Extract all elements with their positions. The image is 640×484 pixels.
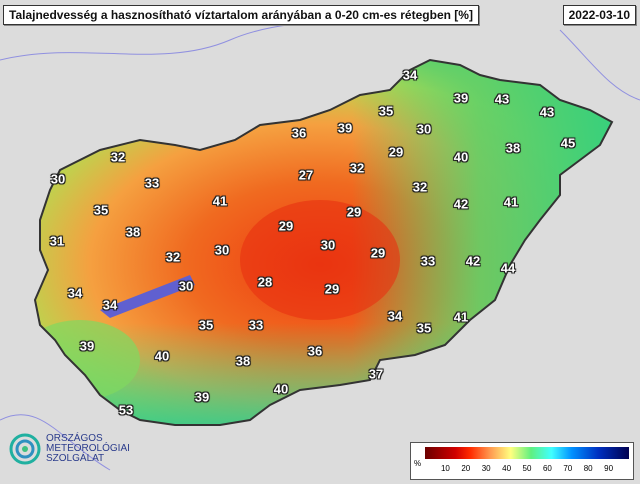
station-value: 39	[453, 90, 469, 106]
lake-balaton	[100, 275, 195, 318]
station-value: 41	[212, 193, 228, 209]
station-value: 41	[453, 309, 469, 325]
omsz-logo: ORSZÁGOS METEOROLÓGIAI SZOLGÁLAT	[8, 432, 130, 466]
legend-tick: 50	[522, 464, 532, 473]
station-value: 42	[465, 253, 481, 269]
station-value: 45	[560, 135, 576, 151]
station-value: 35	[93, 202, 109, 218]
legend-tick: 20	[461, 464, 471, 473]
station-value: 39	[337, 120, 353, 136]
station-value: 29	[324, 281, 340, 297]
logo-line: SZOLGÁLAT	[46, 453, 105, 464]
station-value: 40	[273, 381, 289, 397]
station-value: 38	[235, 353, 251, 369]
station-value: 32	[412, 179, 428, 195]
legend-tick: 60	[542, 464, 552, 473]
legend-tick: 90	[604, 464, 614, 473]
station-value: 43	[494, 91, 510, 107]
station-value: 43	[539, 104, 555, 120]
station-value: 30	[178, 278, 194, 294]
station-value: 33	[144, 175, 160, 191]
station-value: 27	[298, 167, 314, 183]
station-value: 34	[387, 308, 403, 324]
station-value: 34	[67, 285, 83, 301]
station-value: 32	[165, 249, 181, 265]
station-value: 34	[402, 67, 418, 83]
station-value: 30	[320, 237, 336, 253]
station-value: 44	[500, 260, 516, 276]
station-value: 40	[453, 149, 469, 165]
station-value: 36	[307, 343, 323, 359]
station-value: 30	[416, 121, 432, 137]
station-value: 37	[368, 366, 384, 382]
station-value: 28	[257, 274, 273, 290]
station-value: 32	[349, 160, 365, 176]
station-value: 39	[194, 389, 210, 405]
station-value: 29	[370, 245, 386, 261]
station-value: 29	[346, 204, 362, 220]
station-value: 42	[453, 196, 469, 212]
station-value: 34	[102, 297, 118, 313]
station-value: 30	[214, 242, 230, 258]
station-value: 38	[125, 224, 141, 240]
legend-tick: 30	[481, 464, 491, 473]
map-title: Talajnedvesség a hasznosítható víztartal…	[3, 5, 479, 25]
station-value: 38	[505, 140, 521, 156]
station-value: 53	[118, 402, 134, 418]
legend-tick: 80	[583, 464, 593, 473]
station-value: 35	[378, 103, 394, 119]
station-value: 32	[110, 149, 126, 165]
legend-unit: %	[414, 459, 422, 468]
station-value: 33	[420, 253, 436, 269]
legend-colorbar	[425, 447, 629, 459]
legend-tick: 40	[502, 464, 512, 473]
station-value: 31	[49, 233, 65, 249]
station-value: 35	[198, 317, 214, 333]
station-value: 33	[248, 317, 264, 333]
legend-tick: 10	[440, 464, 450, 473]
logo-line: ORSZÁGOS	[46, 433, 103, 444]
logo-line: METEOROLÓGIAI	[46, 443, 130, 454]
station-value: 30	[50, 171, 66, 187]
moisture-field	[35, 60, 612, 425]
station-value: 29	[388, 144, 404, 160]
color-legend: % 10 20 30 40 50 60 70 80 90	[410, 442, 634, 480]
station-value: 36	[291, 125, 307, 141]
map-date: 2022-03-10	[562, 5, 636, 25]
station-value: 35	[416, 320, 432, 336]
legend-tick: 70	[563, 464, 573, 473]
station-value: 39	[79, 338, 95, 354]
station-value: 41	[503, 194, 519, 210]
station-value: 29	[278, 218, 294, 234]
station-value: 40	[154, 348, 170, 364]
logo-swirl-icon	[9, 433, 41, 465]
